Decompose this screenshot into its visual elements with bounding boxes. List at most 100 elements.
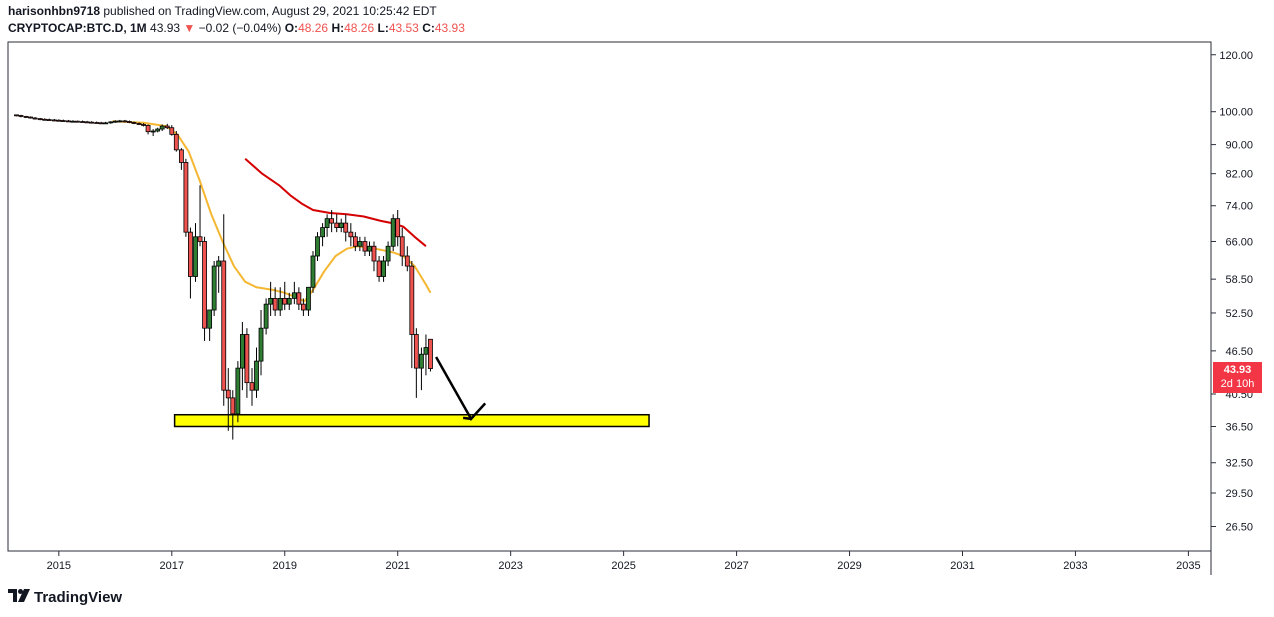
brand-footer[interactable]: TradingView <box>8 589 122 606</box>
candle-body <box>141 124 146 126</box>
candle <box>28 116 33 119</box>
x-tick-label: 2035 <box>1176 560 1200 572</box>
candle-body <box>23 116 29 118</box>
candle-body <box>197 236 203 242</box>
candle-body <box>296 292 302 305</box>
candle <box>164 123 170 130</box>
last-price: 43.93 <box>150 21 181 35</box>
candle <box>216 256 222 293</box>
candle <box>46 118 52 122</box>
candle-body <box>385 245 391 262</box>
candle-body <box>225 389 231 399</box>
candle-body <box>173 133 179 151</box>
candle-body <box>277 298 283 311</box>
y-tick-label: 26.50 <box>1225 521 1253 533</box>
y-tick-label: 52.50 <box>1225 308 1253 320</box>
candle-body <box>14 114 19 117</box>
candle <box>291 281 297 305</box>
candle <box>258 309 264 376</box>
candle <box>239 322 245 391</box>
brand-name: TradingView <box>34 589 123 606</box>
candle <box>310 251 316 293</box>
candle <box>169 125 175 136</box>
candle-body <box>352 236 358 247</box>
candle-body <box>42 118 48 121</box>
candle <box>423 334 429 376</box>
candle-body <box>32 117 38 120</box>
candle <box>268 281 274 316</box>
candle-body <box>193 236 198 277</box>
candle-body <box>136 123 142 125</box>
candle <box>230 390 236 440</box>
candle <box>155 127 161 133</box>
candle <box>66 119 71 123</box>
author-name[interactable]: harisonhbn9718 <box>8 4 101 18</box>
publication-line: harisonhbn9718 published on TradingView.… <box>8 4 437 18</box>
candle <box>334 214 340 233</box>
candle-body <box>348 231 354 238</box>
candle-body <box>413 334 419 369</box>
plot-frame <box>7 41 1212 552</box>
candle <box>193 223 198 282</box>
candle-body <box>112 120 118 123</box>
candle <box>51 118 57 122</box>
candle <box>306 286 311 316</box>
x-tick-label: 2017 <box>160 560 184 572</box>
candle <box>277 287 283 316</box>
x-tick-label: 2019 <box>273 560 297 572</box>
candle <box>409 261 415 369</box>
candle-body <box>306 286 311 311</box>
candle-body <box>230 397 236 415</box>
x-tick-label: 2031 <box>950 560 974 572</box>
candle-body <box>419 353 424 369</box>
candle <box>60 119 66 122</box>
candle <box>428 338 433 372</box>
y-tick-label: 66.00 <box>1225 236 1253 248</box>
candle-body <box>399 236 405 257</box>
candle-body <box>272 298 278 311</box>
candle <box>221 214 227 406</box>
candle-body <box>409 265 415 335</box>
candle-body <box>178 149 184 163</box>
published-text: published on TradingView.com, August 29,… <box>103 4 437 18</box>
plot-area[interactable] <box>14 114 650 440</box>
last-price-tag-value: 43.93 <box>1223 364 1252 376</box>
candle-body <box>338 222 344 228</box>
candle-body <box>362 241 368 252</box>
candle-body <box>320 227 325 238</box>
candle-body <box>404 255 410 267</box>
candle-body <box>395 218 401 238</box>
open-value: 48.26 <box>298 21 329 35</box>
candle-body <box>235 367 241 415</box>
candle <box>14 114 19 117</box>
candle-body <box>202 241 207 329</box>
y-tick-label: 90.00 <box>1225 140 1253 152</box>
candle <box>183 158 189 237</box>
high-value: 48.26 <box>344 21 375 35</box>
candle <box>235 361 241 423</box>
x-tick-label: 2015 <box>47 560 71 572</box>
candle <box>390 214 396 252</box>
candle <box>122 119 128 123</box>
candle <box>108 121 114 124</box>
support-zone <box>173 413 650 428</box>
time-axis[interactable]: 2015 2017 2019 2021 2023 2025 2027 2029 2031 2033… <box>47 551 1201 572</box>
candle <box>159 124 165 132</box>
candle <box>282 281 288 310</box>
candle <box>376 256 382 282</box>
y-tick-label: 32.50 <box>1225 458 1253 470</box>
price-axis[interactable]: 120.00 100.00 90.00 82.00 74.00 66.00 58.50 52.… <box>1211 50 1253 534</box>
candle <box>254 347 259 398</box>
candle <box>348 223 354 247</box>
candle-body <box>211 265 217 311</box>
candle <box>131 121 137 125</box>
y-tick-label: 36.50 <box>1225 421 1253 433</box>
candle <box>103 121 109 125</box>
bar-countdown: 2d 10h <box>1220 378 1255 390</box>
x-tick-label: 2025 <box>611 560 635 572</box>
candle <box>357 236 363 252</box>
candle-body <box>216 260 222 267</box>
symbol-label[interactable]: CRYPTOCAP:BTC.D, 1M <box>8 21 147 35</box>
candle-body <box>282 298 288 305</box>
